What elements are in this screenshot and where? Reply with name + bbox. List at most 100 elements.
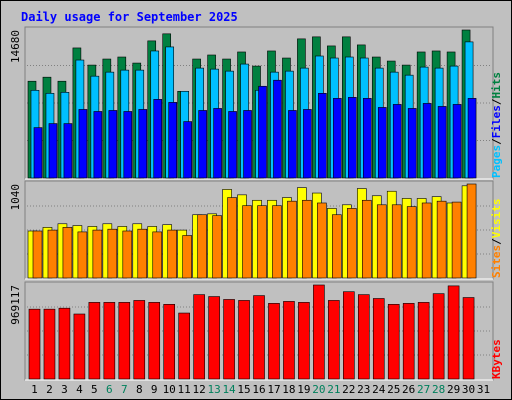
x-tick-label: 20 [312, 383, 325, 396]
bar-kbytes [118, 302, 131, 380]
bar-kbytes [402, 303, 415, 380]
x-tick-label: 30 [462, 383, 475, 396]
bar-kbytes [447, 285, 460, 380]
bar-pages [437, 106, 447, 179]
bar-pages [168, 102, 178, 179]
x-tick-label: 5 [91, 383, 98, 396]
x-tick-label: 29 [447, 383, 460, 396]
bar-sites [212, 215, 222, 279]
bar-pages [63, 123, 73, 179]
bar-pages [33, 127, 43, 179]
bar-pages [333, 98, 342, 179]
bar-sites [406, 206, 417, 279]
bar-sites [77, 231, 88, 279]
bar-kbytes [253, 295, 265, 380]
x-tick-label: 14 [222, 383, 236, 396]
legend-pages: Pages [490, 145, 503, 178]
bar-sites [227, 197, 237, 279]
bar-pages [243, 110, 252, 179]
x-tick-label: 25 [387, 383, 400, 396]
bar-kbytes [103, 302, 116, 380]
bar-sites [182, 235, 192, 279]
bar-pages [93, 111, 103, 179]
bar-pages [198, 110, 207, 179]
bar-pages [153, 99, 163, 179]
chart-title: Daily usage for September 2025 [21, 10, 238, 24]
legend-hits: Hits [490, 72, 503, 99]
legend-hits-files-pages: Pages/Files/Hits [490, 72, 503, 178]
bar-sites [257, 205, 267, 279]
x-tick-label: 10 [163, 383, 176, 396]
bar-sites [391, 204, 402, 279]
bar-sites [421, 202, 432, 279]
bar-pages [258, 85, 267, 179]
x-tick-label: 18 [282, 383, 295, 396]
bar-kbytes [417, 302, 430, 380]
x-tick-label: 19 [297, 383, 310, 396]
bar-sites [47, 229, 58, 279]
x-tick-label: 11 [178, 383, 191, 396]
bar-kbytes [193, 294, 205, 380]
bar-kbytes [163, 304, 176, 380]
bar-pages [183, 121, 192, 179]
x-tick-label: 22 [342, 383, 355, 396]
x-tick-label: 3 [61, 383, 68, 396]
bar-pages [303, 109, 312, 179]
x-tick-label: 13 [207, 383, 220, 396]
x-tick-label: 4 [76, 383, 83, 396]
x-tick-label: 17 [267, 383, 280, 396]
bar-pages [123, 111, 133, 179]
bar-sites [466, 183, 477, 279]
y-max-label: 14680 [9, 30, 22, 63]
legend-sites: Sites [490, 245, 503, 278]
legend-separator: / [490, 138, 503, 145]
bar-kbytes [58, 307, 71, 380]
bar-sites [436, 200, 447, 279]
bar-sites [272, 205, 282, 279]
x-tick-label: 16 [252, 383, 265, 396]
legend-separator: / [490, 238, 503, 245]
x-tick-label: 15 [237, 383, 250, 396]
bar-kbytes [328, 300, 340, 380]
x-tick-label: 9 [151, 383, 158, 396]
x-tick-label: 1 [31, 383, 38, 396]
bar-sites [302, 199, 312, 279]
bar-sites [167, 229, 178, 279]
bar-kbytes [372, 298, 385, 380]
bar-kbytes [432, 293, 445, 380]
x-tick-label: 23 [357, 383, 370, 396]
bar-kbytes [387, 304, 400, 380]
bar-kbytes [208, 296, 220, 380]
legend-kbytes: KBytes [490, 339, 503, 379]
x-tick-label: 26 [402, 383, 415, 396]
bar-pages [422, 103, 432, 179]
bar-pages [318, 93, 327, 179]
bar-pages [228, 111, 237, 179]
bar-pages [348, 97, 357, 179]
bar-sites [376, 204, 387, 279]
x-tick-label: 12 [193, 383, 206, 396]
bar-pages [108, 110, 118, 179]
bar-kbytes [298, 302, 310, 380]
x-tick-label: 2 [46, 383, 53, 396]
bar-sites [107, 228, 118, 279]
bar-sites [347, 208, 357, 279]
bar-kbytes [73, 313, 86, 380]
y-max-label: 1040 [9, 184, 22, 211]
bar-pages [48, 123, 58, 179]
x-tick-label: 28 [432, 383, 445, 396]
bar-sites [32, 230, 43, 279]
x-tick-label: 8 [136, 383, 143, 396]
legend-files: Files [490, 105, 503, 138]
bar-pages [407, 108, 417, 179]
bar-kbytes [238, 300, 250, 380]
x-tick-label: 27 [417, 383, 430, 396]
bar-pages [213, 108, 222, 179]
bar-kbytes [43, 308, 56, 380]
bar-pages [78, 109, 88, 179]
x-tick-label: 7 [121, 383, 128, 396]
bar-sites [451, 201, 462, 279]
bar-sites [152, 231, 163, 279]
